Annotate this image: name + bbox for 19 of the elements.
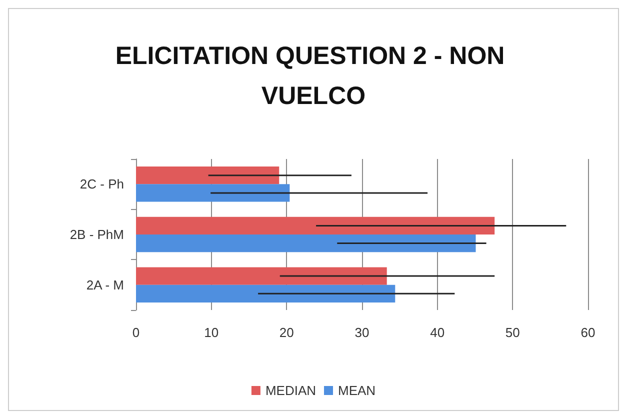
- x-tick-label: 30: [354, 325, 370, 340]
- bar: [136, 184, 290, 202]
- chart-title: ELICITATION QUESTION 2 - NON VUELCO: [115, 42, 512, 110]
- x-tick-label: 40: [430, 325, 445, 340]
- y-tick-label: 2C - Ph: [80, 176, 124, 192]
- legend-label: MEAN: [338, 383, 376, 398]
- x-tick-label: 60: [580, 325, 596, 340]
- bar: [136, 284, 396, 302]
- bar: [136, 234, 476, 252]
- y-tick-label: 2A - M: [86, 277, 124, 292]
- y-tick-label: 2B - PhM: [70, 227, 124, 242]
- legend-label: MEDIAN: [265, 383, 316, 398]
- x-tick-label: 20: [279, 325, 294, 340]
- bar: [136, 166, 280, 184]
- x-tick-label: 0: [132, 325, 140, 340]
- bar: [136, 267, 387, 285]
- x-tick-label: 50: [505, 325, 520, 340]
- bar: [136, 216, 495, 234]
- x-tick-label: 10: [204, 325, 219, 340]
